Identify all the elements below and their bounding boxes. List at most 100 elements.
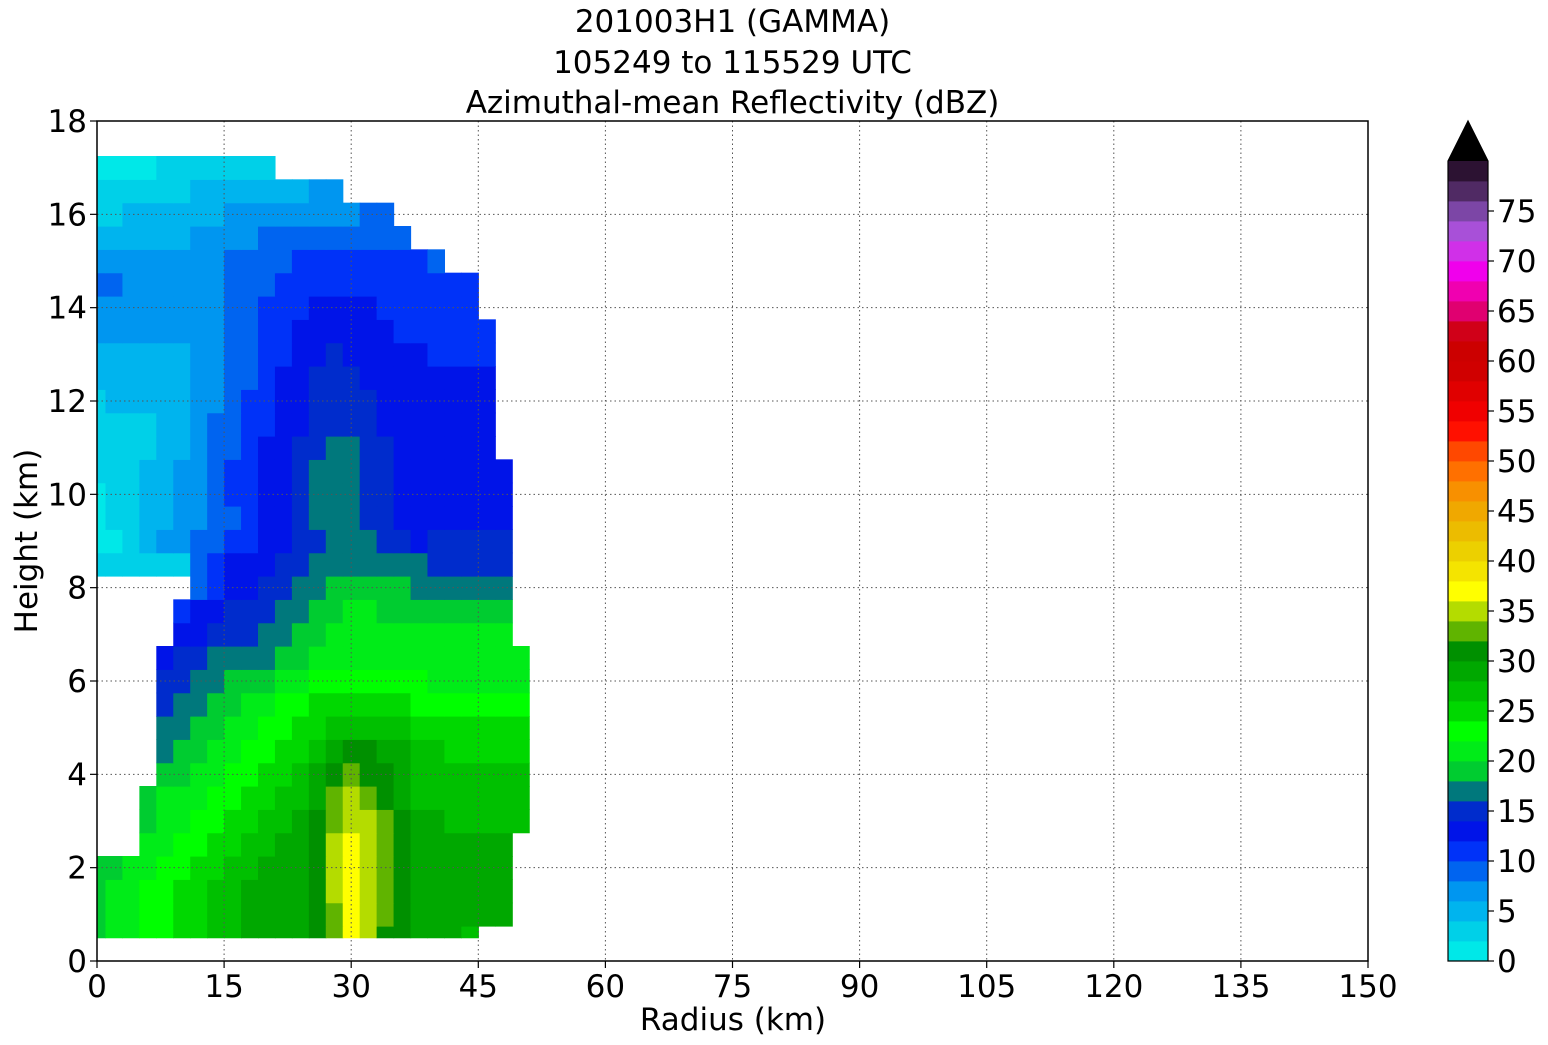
field-cell: [139, 249, 157, 274]
field-cell: [122, 179, 140, 204]
y-tick-label: 14: [48, 291, 87, 327]
field-cell: [325, 249, 344, 274]
field-cell: [257, 879, 276, 904]
colorbar: 0 5 10 15 20 25 30 35 40 45 50 55 60 65 70 75: [1447, 119, 1536, 980]
field-cell: [190, 809, 208, 834]
field-cell: [207, 412, 225, 437]
field-cell: [325, 272, 344, 297]
field-cell: [461, 576, 479, 600]
field-cell: [291, 786, 310, 810]
colorbar-segment: [1448, 741, 1488, 762]
field-cell: [122, 926, 140, 939]
field-cell: [97, 342, 107, 367]
field-cell: [359, 552, 378, 577]
field-cell: [105, 202, 124, 227]
field-cell: [325, 786, 344, 810]
field-cell: [427, 459, 446, 484]
field-cell: [173, 226, 191, 250]
field-cell: [359, 879, 378, 904]
field-cell: [97, 879, 107, 904]
colorbar-tick-label: 20: [1497, 744, 1536, 780]
field-cell: [105, 319, 124, 344]
field-cell: [173, 809, 191, 834]
field-cell: [359, 459, 378, 484]
field-cell: [241, 716, 259, 740]
colorbar-segment: [1448, 681, 1488, 702]
field-cell: [427, 366, 446, 390]
y-tick-label: 8: [67, 571, 87, 607]
field-cell: [410, 786, 429, 810]
field-cell: [224, 692, 242, 717]
field-cell: [274, 832, 293, 857]
colorbar-segment: [1448, 821, 1488, 842]
field-cell: [224, 926, 242, 939]
field-cell: [291, 319, 310, 344]
field-cell: [173, 716, 191, 740]
field-cell: [444, 366, 462, 390]
field-cell: [308, 506, 327, 530]
colorbar-segment: [1448, 501, 1488, 522]
field-cell: [122, 436, 140, 460]
field-cell: [224, 459, 242, 484]
field-cell: [291, 552, 310, 577]
field-cell: [122, 459, 140, 484]
field-cell: [173, 412, 191, 437]
field-cell: [241, 296, 259, 320]
field-cell: [325, 482, 344, 507]
field-cell: [325, 879, 344, 904]
field-cell: [393, 436, 412, 460]
field-cell: [461, 832, 479, 857]
field-cell: [461, 739, 479, 764]
field-cell: [257, 366, 276, 390]
field-cell: [410, 762, 429, 787]
field-cell: [325, 202, 344, 227]
field-cell: [461, 529, 479, 554]
field-cell: [224, 412, 242, 437]
colorbar-tick-label: 15: [1497, 794, 1536, 830]
field-cell: [427, 319, 446, 344]
field-cell: [410, 739, 429, 764]
x-tick-label: 75: [713, 969, 752, 1005]
field-cell: [342, 669, 361, 694]
field-cell: [241, 482, 259, 507]
x-tick-label: 135: [1211, 969, 1270, 1005]
field-cell: [274, 202, 293, 227]
field-cell: [105, 552, 124, 577]
field-cell: [207, 482, 225, 507]
field-cell: [257, 762, 276, 787]
field-cell: [139, 156, 157, 180]
field-cell: [122, 412, 140, 437]
field-cell: [444, 739, 462, 764]
colorbar-tick-label: 40: [1497, 544, 1536, 580]
field-cell: [478, 436, 496, 460]
field-cell: [139, 366, 157, 390]
field-cell: [139, 856, 157, 880]
field-cell: [291, 622, 310, 647]
field-cell: [478, 482, 496, 507]
colorbar-segment: [1448, 941, 1488, 962]
field-cell: [376, 646, 395, 670]
field-cell: [325, 692, 344, 717]
field-cell: [257, 646, 276, 670]
field-cell: [410, 576, 429, 600]
field-cell: [173, 366, 191, 390]
field-cell: [257, 669, 276, 694]
field-cell: [461, 272, 479, 297]
field-cell: [274, 226, 293, 250]
field-cell: [410, 412, 429, 437]
field-cell: [444, 622, 462, 647]
field-cell: [105, 342, 124, 367]
field-cell: [342, 319, 361, 344]
field-cell: [359, 599, 378, 624]
field-cell: [393, 902, 412, 927]
colorbar-segment: [1448, 461, 1488, 482]
field-cell: [444, 412, 462, 437]
colorbar-outline: [1447, 119, 1489, 962]
field-cell: [478, 389, 496, 414]
field-cell: [325, 716, 344, 740]
field-cell: [495, 739, 513, 764]
colorbar-segment: [1448, 761, 1488, 782]
field-cell: [241, 156, 259, 180]
field-cell: [207, 366, 225, 390]
field-cell: [97, 506, 107, 530]
